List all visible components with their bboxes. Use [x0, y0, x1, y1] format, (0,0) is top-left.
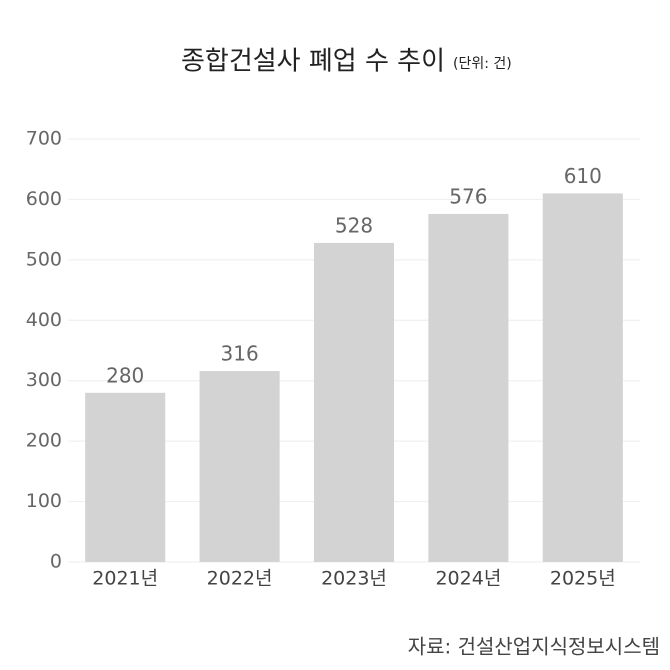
value-label: 316	[221, 342, 259, 366]
unit-label: (단위: 건)	[453, 56, 512, 72]
source: 자료: 건설산업지식정보시스템	[408, 635, 660, 659]
y-tick-label: 0	[50, 551, 62, 573]
bar	[199, 371, 280, 562]
value-label: 576	[449, 184, 487, 208]
bar	[542, 193, 623, 562]
bar	[428, 213, 509, 562]
x-tick-label: 2021년	[92, 568, 158, 590]
x-tick-label: 2022년	[207, 568, 273, 590]
y-tick-label: 500	[26, 248, 62, 270]
y-tick-label: 100	[26, 490, 62, 512]
y-tick-label: 600	[26, 188, 62, 210]
x-tick-label: 2025년	[550, 568, 616, 590]
y-tick-label: 200	[26, 430, 62, 452]
y-tick-label: 700	[26, 128, 62, 150]
y-tick-label: 300	[26, 369, 62, 391]
value-label: 610	[564, 164, 602, 188]
y-tick-label: 400	[26, 309, 62, 331]
value-label: 528	[335, 213, 373, 237]
x-tick-label: 2024년	[435, 568, 501, 590]
bar	[85, 392, 166, 562]
chart-title: 종합건설사 폐업 수 추이	[181, 47, 445, 77]
value-label: 280	[106, 363, 144, 387]
bar	[313, 242, 395, 563]
x-tick-label: 2023년	[321, 568, 387, 590]
